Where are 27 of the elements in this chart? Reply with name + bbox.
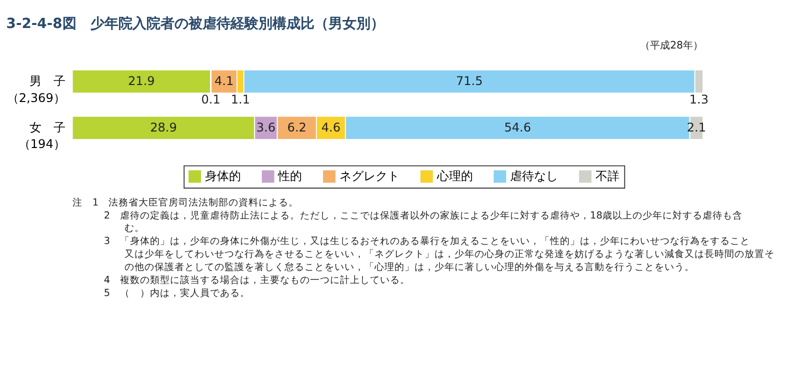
- data-label: 6.2: [287, 120, 306, 135]
- data-label: 4.1: [214, 74, 234, 88]
- data-label: 3.6: [256, 120, 276, 135]
- data-label: 1.3: [689, 92, 709, 107]
- text: （平成28年）: [640, 40, 704, 52]
- data-label: 1.1: [230, 92, 250, 107]
- data-label: 54.6: [504, 120, 532, 135]
- text: 5 （ ）内は，実人員である。: [104, 287, 250, 300]
- data-label: 0.1: [201, 92, 220, 107]
- text: 注 1 法務省大臣官房司法法制部の資料による。: [72, 196, 299, 208]
- data-label: 2.1: [686, 120, 706, 135]
- legend-label: 虐待なし: [510, 169, 558, 184]
- legend-label: 身体的: [204, 169, 241, 184]
- data-label: 21.9: [128, 74, 155, 88]
- legend-label: 性的: [277, 169, 302, 184]
- text: 3 「身体的」は，少年の身体に外傷が生じ，又は生じるおそれのある暴行を加えることをいい，「性的」は，少年にわいせつな行為をすること又は少年をしてわいせつな行為をさせることをいい，「ネグレクト」は，少年の心身の正常な発達を妨げるような著しい減食又は長時間の放置その他の保護者としての監護を著しく怠ることをいい，「心理的」は，少年に著しい心理的外傷を与える言動を行うことをいう。: [104, 235, 774, 274]
- chart-title: 3-2-4-8図 少年院入院者の被虐待経験別構成比（男女別）: [6, 15, 384, 32]
- data-label: 28.9: [150, 120, 177, 135]
- legend-label: 心理的: [436, 169, 473, 184]
- legend-label: 不詳: [595, 169, 620, 184]
- data-label: 71.5: [456, 74, 483, 88]
- text: 4 複数の類型に該当する場合は，主要なもの一つに計上している。: [104, 274, 410, 286]
- y-tick-label: 女 子（194）: [18, 120, 66, 152]
- legend-label: ネグレクト: [339, 169, 400, 184]
- text: 2 虐待の定義は，児童虐待防止法による。ただし，ここでは保護者以外の家族による少年に対する虐待や，18歳以上の少年に対する虐待も含む。: [104, 209, 742, 234]
- y-tick-label: 男 子（2,369）: [6, 74, 66, 105]
- data-label: 4.6: [321, 120, 341, 135]
